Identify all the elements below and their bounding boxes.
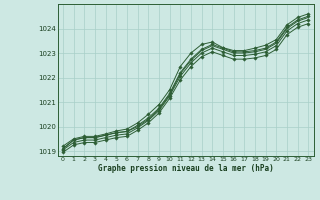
X-axis label: Graphe pression niveau de la mer (hPa): Graphe pression niveau de la mer (hPa): [98, 164, 274, 173]
